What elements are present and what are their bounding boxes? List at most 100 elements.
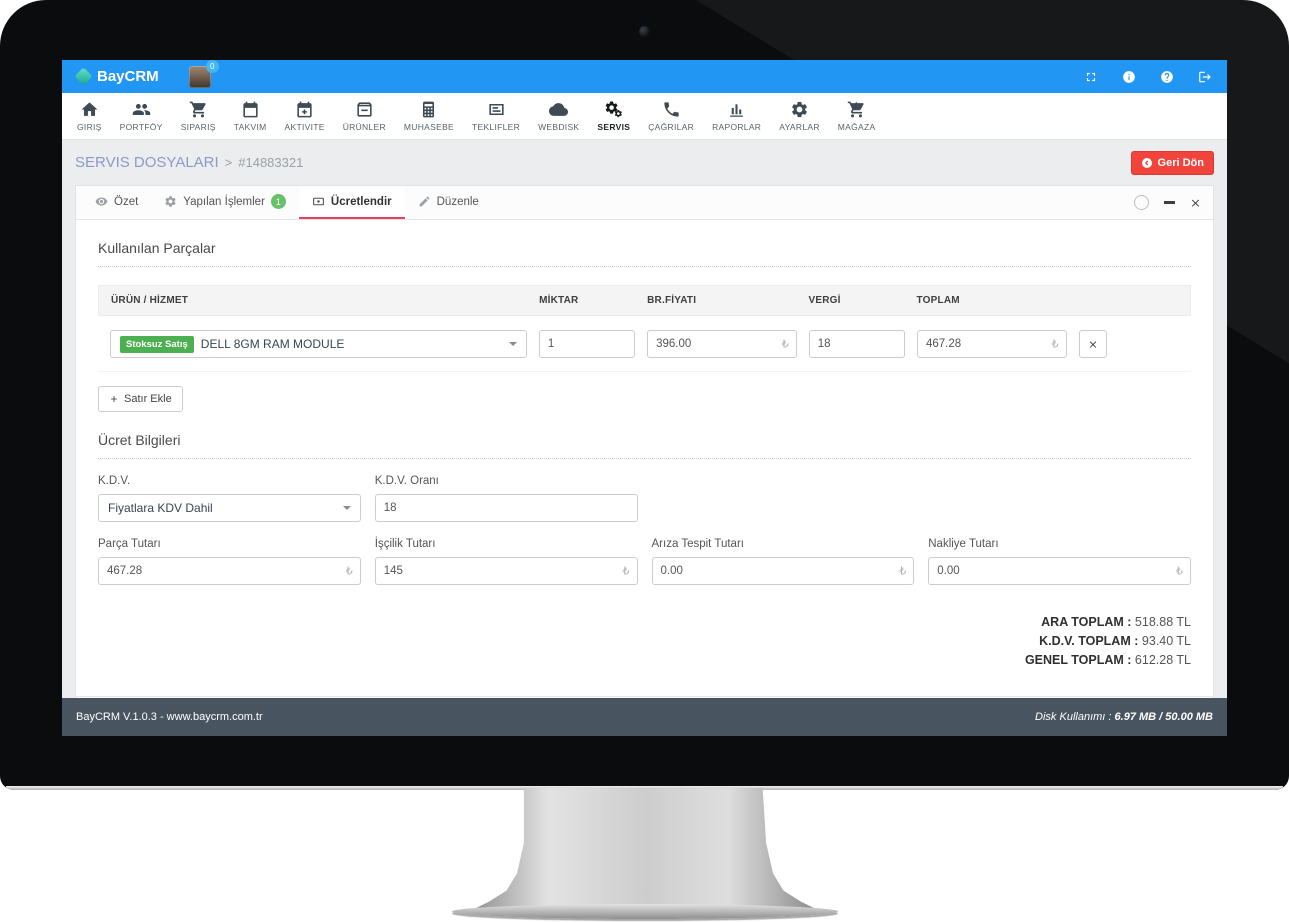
disk-usage: Disk Kullanımı : 6.97 MB / 50.00 MB <box>1035 711 1213 723</box>
eye-icon <box>95 197 108 206</box>
subtotal-line: ARA TOPLAM : 518.88 TL <box>1041 615 1191 629</box>
tab-duzenle[interactable]: Düzenle <box>405 186 492 219</box>
brand-name: BayCRM <box>97 68 159 85</box>
tab-ucretlendir[interactable]: Ücretlendir <box>298 186 405 219</box>
parts-heading: Kullanılan Parçalar <box>98 240 1191 267</box>
breadcrumb: SERVIS DOSYALARI > #14883321 Geri Dön <box>75 140 1214 185</box>
tax-input[interactable] <box>808 330 905 358</box>
fees-heading: Ücret Bilgileri <box>98 432 1191 459</box>
col-header-tax: VERGİ <box>808 295 841 306</box>
nav-item-webdisk[interactable]: WEBDISK <box>529 96 588 136</box>
nav-item-teklifler[interactable]: TEKLIFLER <box>463 96 529 136</box>
cogs-icon <box>165 196 176 207</box>
top-app-bar: BayCRM 0 <box>62 59 1227 93</box>
remove-x-icon <box>1089 341 1096 348</box>
unit-price-input[interactable] <box>647 330 797 358</box>
calendar-plus-icon <box>297 101 312 118</box>
remove-row-button[interactable] <box>1078 330 1107 358</box>
tab-ozet[interactable]: Özet <box>82 186 151 219</box>
breadcrumb-separator: > <box>224 155 233 170</box>
shipping-total-input[interactable] <box>928 557 1191 585</box>
cart-icon <box>189 101 206 118</box>
cogs-icon <box>605 101 623 118</box>
gear-icon <box>792 101 807 118</box>
users-icon <box>132 103 150 116</box>
archive-icon <box>357 102 372 117</box>
product-select[interactable]: Stoksuz Satış DELL 8GM RAM MODULE <box>110 330 527 358</box>
topbar-actions <box>1084 70 1212 84</box>
panel-window-controls <box>1134 186 1207 219</box>
grand-total-line: GENEL TOPLAM : 612.28 TL <box>1024 653 1191 667</box>
monitor-camera <box>639 26 650 37</box>
product-name: DELL 8GM RAM MODULE <box>200 337 345 351</box>
nav-item-ayarlar[interactable]: AYARLAR <box>770 96 829 136</box>
app-window: BayCRM 0 GIRIŞ <box>62 59 1227 736</box>
brand[interactable]: BayCRM <box>74 67 159 86</box>
kdv-rate-label: K.D.V. Oranı <box>374 475 439 487</box>
store-icon <box>847 101 864 118</box>
list-icon <box>488 103 504 116</box>
help-icon[interactable] <box>1160 70 1174 84</box>
record-id: #14883321 <box>238 155 304 170</box>
qty-input[interactable] <box>538 330 636 358</box>
nav-item-servis[interactable]: SERVIS <box>588 96 639 136</box>
row-total-input[interactable] <box>916 330 1067 358</box>
bar-chart-icon <box>730 104 743 117</box>
page-title[interactable]: SERVIS DOSYALARI <box>75 154 219 171</box>
nav-item-takvim[interactable]: TAKVIM <box>225 96 276 136</box>
nav-item-cagrilar[interactable]: ÇAĞRILAR <box>639 96 703 136</box>
panel-circle-control-icon[interactable] <box>1134 195 1149 210</box>
nav-item-raporlar[interactable]: RAPORLAR <box>703 96 770 136</box>
stock-badge: Stoksuz Satış <box>120 335 194 353</box>
home-icon <box>81 102 98 116</box>
avatar-photo <box>188 65 211 88</box>
nav-item-portfoy[interactable]: PORTFÖY <box>111 96 172 136</box>
parts-total-input[interactable] <box>98 557 361 585</box>
nav-item-siparis[interactable]: SIPARIŞ <box>172 96 225 136</box>
back-button[interactable]: Geri Dön <box>1130 150 1214 175</box>
col-header-qty: MİKTAR <box>539 295 579 306</box>
user-avatar[interactable]: 0 <box>188 59 219 88</box>
monitor-base <box>452 904 838 919</box>
tab-count-badge: 1 <box>270 194 286 209</box>
panel-body: Kullanılan Parçalar ÜRÜN / HİZMET MİKTAR… <box>76 220 1213 670</box>
shipping-total-label: Nakliye Tutarı <box>928 538 999 550</box>
calculator-icon <box>423 101 435 118</box>
parts-table-header: ÜRÜN / HİZMET MİKTAR BR.FİYATI VERGİ TOP… <box>98 285 1191 316</box>
col-header-total: TOPLAM <box>916 295 960 306</box>
app-footer: BayCRM V.1.0.3 - www.baycrm.com.tr Disk … <box>62 698 1227 736</box>
col-header-unit-price: BR.FİYATI <box>647 295 697 306</box>
calendar-icon <box>242 101 258 118</box>
nav-item-giris[interactable]: GIRIŞ <box>68 96 111 136</box>
nav-item-urunler[interactable]: ÜRÜNLER <box>334 96 395 136</box>
labor-total-input[interactable] <box>374 557 638 585</box>
minimize-icon[interactable] <box>1164 201 1175 204</box>
close-icon[interactable] <box>1190 197 1201 208</box>
service-panel: Özet Yapılan İşlemler 1 Ücretlendir <box>75 185 1214 698</box>
back-circle-icon <box>1141 157 1152 168</box>
diagnosis-total-input[interactable] <box>651 557 915 585</box>
info-icon[interactable] <box>1122 70 1136 84</box>
chevron-down-icon <box>342 506 351 510</box>
phone-icon <box>664 102 679 117</box>
kdv-rate-input[interactable] <box>374 494 638 522</box>
parts-total-label: Parça Tutarı <box>98 538 161 550</box>
fees-form: K.D.V. Fiyatlara KDV Dahil K.D.V. Oranı <box>98 475 1191 585</box>
fullscreen-icon[interactable] <box>1084 70 1098 84</box>
nav-item-aktivite[interactable]: AKTIVITE <box>276 96 334 136</box>
tab-yapilan-islemler[interactable]: Yapılan İşlemler 1 <box>151 186 299 219</box>
add-row-button[interactable]: Satır Ekle <box>98 386 183 412</box>
logout-icon[interactable] <box>1198 70 1212 84</box>
nav-item-magaza[interactable]: MAĞAZA <box>829 96 885 136</box>
plus-icon <box>111 396 117 402</box>
brand-logo-icon <box>74 67 93 86</box>
main-nav: GIRIŞ PORTFÖY SIPARIŞ TAKVIM AKTIVITE <box>62 93 1227 140</box>
footer-version: BayCRM V.1.0.3 - www.baycrm.com.tr <box>76 711 263 723</box>
kdv-select[interactable]: Fiyatlara KDV Dahil <box>98 494 361 522</box>
labor-total-label: İşçilik Tutarı <box>374 538 436 550</box>
diagnosis-total-label: Arıza Tespit Tutarı <box>651 538 744 550</box>
content-area: SERVIS DOSYALARI > #14883321 Geri Dön Öz… <box>62 140 1227 698</box>
nav-item-muhasebe[interactable]: MUHASEBE <box>395 96 463 136</box>
cloud-icon <box>549 103 569 116</box>
